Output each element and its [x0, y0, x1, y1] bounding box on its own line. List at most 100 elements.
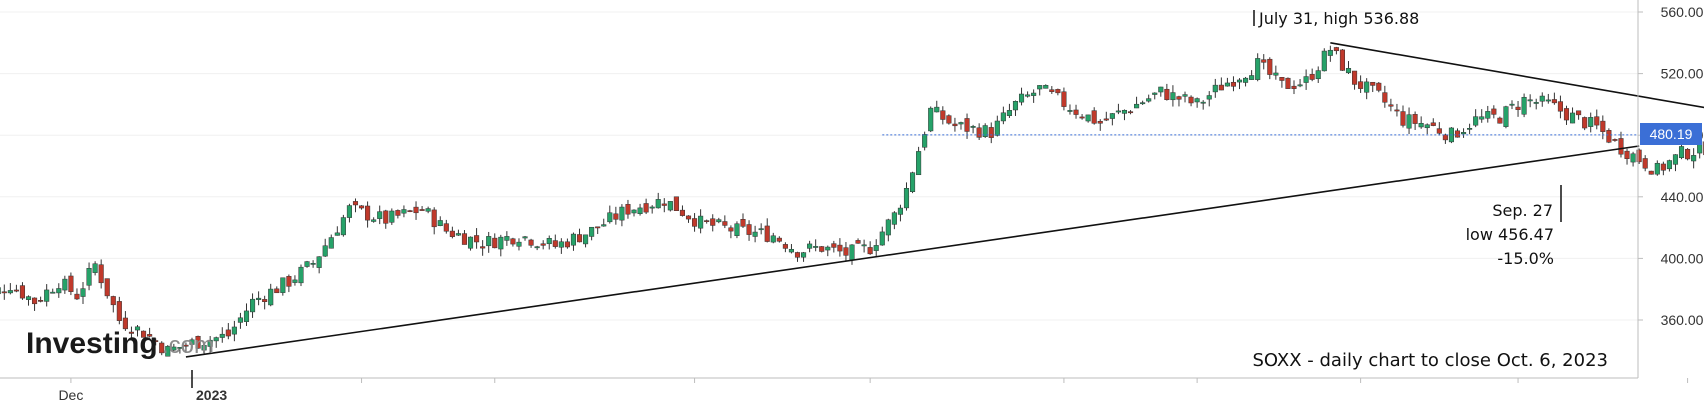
candle-body — [685, 215, 692, 220]
candle-body — [643, 203, 649, 213]
candle-body — [50, 291, 56, 294]
candle-body — [128, 331, 134, 334]
candle-body — [595, 226, 601, 229]
candle-body — [1273, 72, 1279, 76]
candle-body — [334, 232, 340, 236]
candle-body — [1018, 93, 1025, 103]
candle-body — [407, 210, 413, 213]
candle-body — [528, 239, 534, 246]
candle-body — [716, 219, 722, 223]
candle-body — [1158, 86, 1164, 93]
y-tick-label: 440.00 — [1661, 189, 1704, 205]
candle-body — [1485, 111, 1491, 119]
candle-body — [492, 237, 498, 249]
candle-body — [692, 218, 698, 227]
candle-body — [1600, 120, 1606, 132]
candle-body — [122, 317, 128, 330]
candle-body — [613, 213, 619, 220]
candle-body — [540, 243, 546, 246]
candle-body — [879, 231, 885, 246]
candle-body — [873, 245, 879, 251]
candle-body — [1594, 116, 1600, 126]
candle-body — [1212, 84, 1218, 93]
candle-body — [80, 288, 86, 297]
candle-body — [934, 106, 940, 113]
candle-body — [897, 207, 903, 215]
candle-body — [1188, 96, 1194, 104]
candle-body — [316, 256, 322, 268]
current-price-label: 480.19 — [1650, 126, 1693, 142]
candle-body — [1073, 109, 1079, 115]
candle-body — [1037, 85, 1043, 90]
candle-body — [1576, 110, 1582, 116]
low-annotation: Sep. 27 low 456.47 -15.0% — [1466, 185, 1562, 268]
candle-body — [183, 344, 189, 347]
low-annotation-pct: -15.0% — [1497, 249, 1554, 268]
candle-body — [1539, 95, 1545, 102]
candle-body — [340, 217, 346, 236]
candle-body — [1224, 82, 1230, 87]
candle-body — [19, 285, 26, 299]
trendline — [1330, 42, 1704, 109]
candle-body — [1672, 154, 1679, 165]
candle-body — [474, 235, 480, 243]
candle-body — [1527, 99, 1533, 102]
candle-body — [371, 219, 377, 222]
low-annotation-value: low 456.47 — [1466, 225, 1554, 244]
candle-body — [861, 244, 867, 247]
candle-body — [207, 339, 213, 347]
candle-body — [498, 236, 504, 250]
candle-body — [946, 115, 952, 124]
candle-body — [1176, 96, 1182, 100]
candle-body — [679, 209, 686, 216]
y-tick-label: 560.00 — [1661, 4, 1704, 20]
candle-body — [1097, 120, 1103, 124]
candle-body — [310, 263, 316, 265]
candle-body — [1370, 81, 1376, 86]
candle-body — [831, 243, 837, 248]
candle-body — [195, 335, 201, 349]
candle-body — [673, 196, 679, 211]
candle-body — [1261, 59, 1267, 63]
candle-body — [56, 288, 62, 294]
candle-body — [1557, 101, 1563, 112]
candle-body — [1285, 77, 1291, 89]
candle-body — [813, 246, 819, 248]
candle-body — [419, 209, 425, 211]
candle-body — [1418, 123, 1424, 128]
candle-body — [607, 212, 613, 223]
candle-body — [365, 205, 371, 221]
candle-body — [1182, 94, 1188, 97]
candle-body — [1563, 108, 1570, 121]
candle-body — [413, 206, 419, 214]
candle-body — [358, 205, 365, 209]
candle-body — [189, 339, 195, 345]
candle-body — [522, 236, 528, 239]
candle-body — [486, 236, 492, 247]
candle-body — [1279, 77, 1285, 81]
candle-body — [304, 261, 310, 267]
candle-body — [734, 223, 740, 236]
candle-body — [86, 268, 92, 286]
candle-body — [1648, 170, 1654, 175]
candle-body — [1545, 99, 1551, 102]
candle-body — [1012, 101, 1019, 111]
candle-body — [1636, 149, 1642, 163]
candle-body — [1430, 122, 1436, 126]
candle-body — [510, 238, 516, 245]
candle-body — [1345, 68, 1352, 74]
candle-body — [1497, 117, 1503, 124]
candle-body — [794, 252, 801, 258]
candle-body — [601, 224, 607, 227]
candle-body — [328, 237, 334, 249]
candle-body — [1352, 70, 1358, 85]
candle-body — [268, 288, 274, 306]
candle-body — [849, 244, 855, 261]
candle-body — [322, 245, 328, 257]
trendlines — [185, 42, 1704, 358]
candle-body — [1582, 117, 1588, 129]
candles — [0, 45, 1704, 357]
candle-body — [952, 123, 958, 127]
candle-body — [1206, 95, 1212, 100]
